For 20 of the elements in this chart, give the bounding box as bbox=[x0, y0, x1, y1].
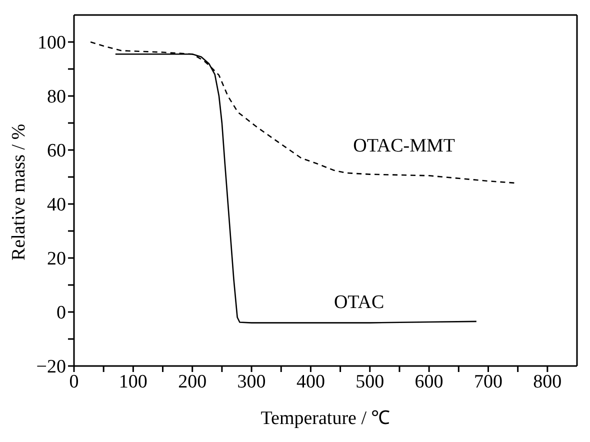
x-tick-label: 800 bbox=[533, 371, 562, 392]
x-tick-label: 500 bbox=[356, 371, 384, 392]
y-axis-title: Relative mass / % bbox=[8, 124, 30, 260]
series-label: OTAC-MMT bbox=[353, 136, 456, 157]
x-tick-label: 0 bbox=[69, 371, 79, 392]
y-tick-label: 80 bbox=[47, 86, 66, 108]
x-tick-label: 300 bbox=[237, 371, 266, 392]
x-axis-title: Temperature / ℃ bbox=[260, 408, 390, 429]
y-tick-label: 100 bbox=[38, 32, 66, 54]
y-tick-label: 40 bbox=[47, 194, 66, 216]
x-tick-label: 100 bbox=[118, 371, 148, 392]
y-tick-label: −20 bbox=[36, 356, 66, 378]
x-tick-label: 400 bbox=[296, 371, 325, 392]
y-tick-label: 60 bbox=[47, 140, 66, 162]
x-tick-label: 600 bbox=[414, 371, 444, 392]
y-tick-label: 0 bbox=[56, 302, 66, 324]
series-label: OTAC bbox=[334, 292, 384, 313]
x-tick-label: 700 bbox=[474, 371, 502, 392]
x-tick-label: 200 bbox=[178, 371, 207, 392]
y-tick-label: 20 bbox=[47, 248, 66, 270]
